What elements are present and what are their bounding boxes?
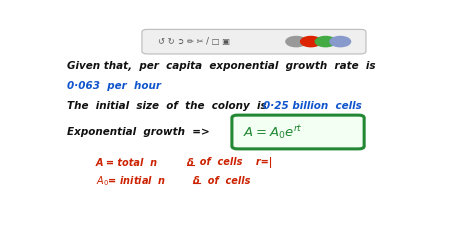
Text: 0·25 billion  cells: 0·25 billion cells <box>263 101 362 111</box>
Text: The  initial  size  of  the  colony  is: The initial size of the colony is <box>66 101 273 111</box>
Text: 0·063  per  hour: 0·063 per hour <box>66 81 161 91</box>
Text: Given that,  per  capita  exponential  growth  rate  is: Given that, per capita exponential growt… <box>66 61 375 71</box>
Text: ẟ: ẟ <box>187 158 194 168</box>
Circle shape <box>315 36 336 47</box>
Circle shape <box>301 36 321 47</box>
Text: of  cells: of cells <box>201 176 250 186</box>
Text: $A_0$= initial  n: $A_0$= initial n <box>96 174 166 188</box>
Text: of  cells    r=|: of cells r=| <box>193 157 273 168</box>
Text: A = total  n: A = total n <box>96 158 158 168</box>
Text: ẟ: ẟ <box>193 176 200 186</box>
Text: ↺ ↻ ➲ ✏ ✂ / □ ▣: ↺ ↻ ➲ ✏ ✂ / □ ▣ <box>158 37 230 46</box>
Text: Exponential  growth  =>: Exponential growth => <box>66 128 210 137</box>
FancyBboxPatch shape <box>232 115 364 149</box>
FancyBboxPatch shape <box>142 29 366 54</box>
Text: $A = A_0e^{rt}$: $A = A_0e^{rt}$ <box>243 123 303 141</box>
Circle shape <box>286 36 307 47</box>
Circle shape <box>330 36 351 47</box>
